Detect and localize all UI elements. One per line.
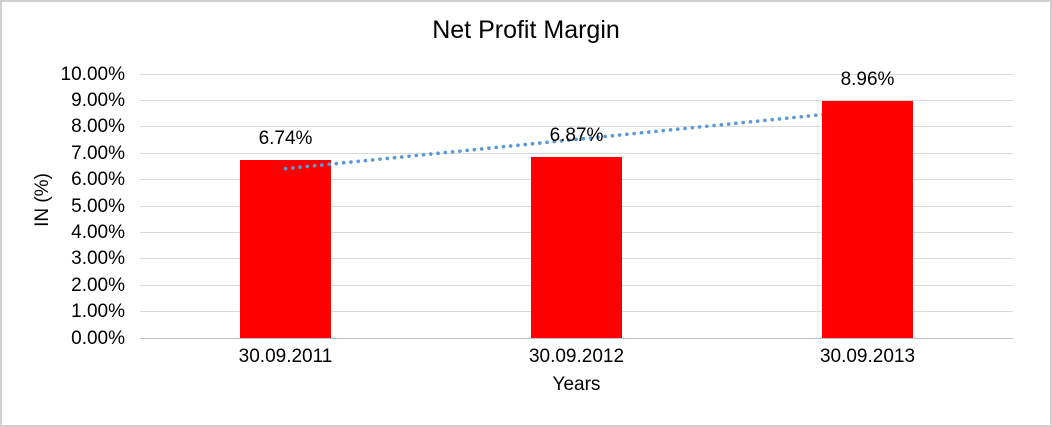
y-tick-label: 7.00% <box>71 142 125 164</box>
y-tick-label: 0.00% <box>71 327 125 349</box>
x-tick-label: 30.09.2012 <box>528 346 625 367</box>
gridline <box>140 99 1013 101</box>
bar-value-label: 6.87% <box>549 124 604 146</box>
y-tick-label: 5.00% <box>71 195 125 217</box>
plot-area: 6.74% 6.87% 8.96% <box>140 70 1013 339</box>
bar-value-label: 6.74% <box>258 128 313 150</box>
bar-30.09.2011 <box>240 160 331 338</box>
y-tick-label: 6.00% <box>71 169 125 191</box>
gridline <box>140 73 1013 75</box>
x-axis-line <box>140 337 1013 339</box>
y-tick-label: 2.00% <box>71 274 125 296</box>
y-tick-label: 4.00% <box>71 221 125 243</box>
y-tick-label: 1.00% <box>71 301 125 323</box>
y-tick-label: 10.00% <box>60 63 125 85</box>
bar-value-label: 8.96% <box>840 69 895 91</box>
bar-30.09.2013 <box>822 101 913 338</box>
y-tick-label: 9.00% <box>71 89 125 111</box>
chart-title: Net Profit Margin <box>432 16 620 44</box>
y-tick-label: 8.00% <box>71 116 125 138</box>
bar-30.09.2012 <box>531 156 622 338</box>
x-tick-label: 30.09.2011 <box>238 346 333 367</box>
x-tick-label: 30.09.2013 <box>819 346 916 367</box>
x-axis-title: Years <box>552 374 601 395</box>
y-tick-label: 3.00% <box>71 248 125 270</box>
